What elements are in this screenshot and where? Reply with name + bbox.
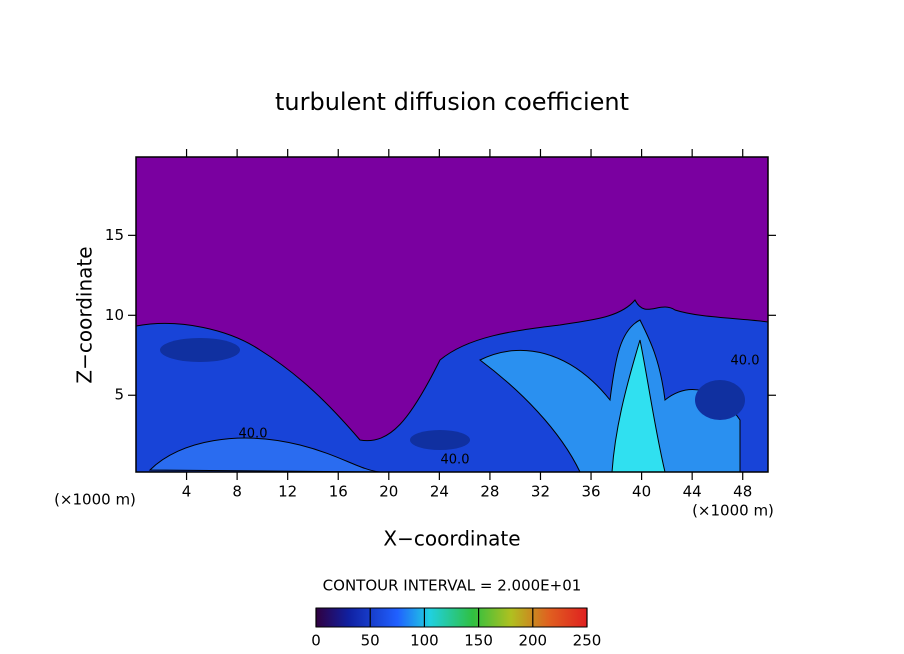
x-tick-label: 32	[531, 483, 550, 501]
x-tick-label: 40	[632, 483, 651, 501]
colorbar-tick-label: 150	[464, 632, 493, 650]
x-tick-label: 16	[329, 483, 348, 501]
colorbar-tick-label: 250	[573, 632, 602, 650]
colorbar-tick-label: 0	[311, 632, 321, 650]
field-region	[611, 339, 666, 472]
x-tick-label: 20	[379, 483, 398, 501]
contour-label: 40.0	[441, 453, 470, 468]
x-unit: (×1000 m)	[54, 491, 136, 509]
x-unit: (×1000 m)	[692, 502, 774, 520]
field-region	[410, 430, 470, 450]
x-tick-label: 24	[430, 483, 449, 501]
contour-label: 40.0	[731, 354, 760, 369]
colorbar-tick-label: 200	[518, 632, 547, 650]
colorbar-tick-label: 50	[361, 632, 380, 650]
x-tick-label: 28	[480, 483, 499, 501]
x-tick-label: 44	[683, 483, 702, 501]
field-region	[479, 319, 741, 472]
y-tick-label: 5	[114, 386, 124, 404]
x-tick-label: 36	[581, 483, 600, 501]
chart-title: turbulent diffusion coefficient	[275, 88, 629, 116]
contour-label: 40.0	[239, 427, 268, 442]
contour-interval: CONTOUR INTERVAL = 2.000E+01	[323, 577, 582, 595]
y-axis-label: Z−coordinate	[73, 246, 97, 383]
x-tick-label: 12	[278, 483, 297, 501]
x-axis-label: X−coordinate	[383, 527, 520, 551]
plot-frame	[135, 156, 769, 473]
field-region	[148, 437, 381, 472]
y-tick-label: 15	[105, 226, 124, 244]
x-tick-label: 4	[182, 483, 192, 501]
colorbar	[315, 607, 588, 628]
x-tick-label: 8	[232, 483, 242, 501]
field-region	[695, 380, 745, 420]
field	[136, 157, 768, 472]
field-region	[160, 338, 240, 362]
colorbar-tick-label: 100	[410, 632, 439, 650]
y-tick-label: 10	[105, 306, 124, 324]
x-tick-label: 48	[733, 483, 752, 501]
